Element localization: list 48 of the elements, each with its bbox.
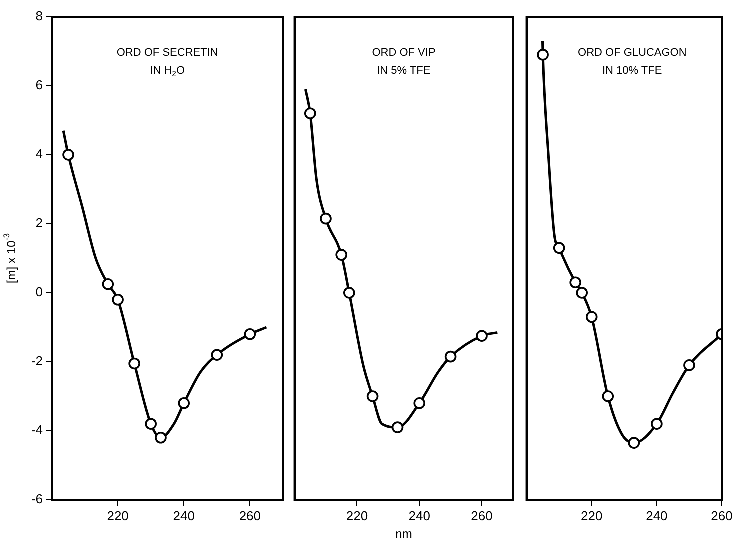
y-axis-title: [m] x 10-3	[2, 233, 18, 284]
point	[586, 311, 598, 324]
x-tick-label: 220	[581, 508, 603, 524]
x-tick-label: 240	[408, 508, 430, 524]
point	[444, 350, 457, 363]
y-tick-label: -6	[31, 492, 43, 507]
annotation: ORD OF VIP IN 5% TFE	[372, 47, 436, 78]
point	[414, 398, 426, 410]
point	[602, 390, 614, 402]
y-tick-label: 4	[36, 146, 43, 162]
point	[570, 276, 582, 289]
point	[155, 432, 167, 444]
point	[344, 287, 356, 299]
point	[684, 360, 696, 372]
point	[320, 212, 332, 225]
point	[553, 242, 566, 254]
point	[128, 358, 140, 370]
point	[211, 349, 224, 361]
point	[145, 418, 157, 430]
y-tick-label: 0	[36, 284, 43, 300]
x-tick-label: 220	[107, 508, 129, 524]
x-tick-label: 240	[173, 508, 195, 524]
y-tick-label: 8	[36, 8, 43, 24]
x-tick-label: 260	[239, 508, 262, 524]
point	[102, 278, 114, 290]
y-tick-label: 6	[36, 78, 43, 93]
x-tick-label: 240	[646, 508, 668, 524]
point	[62, 149, 74, 161]
point	[392, 422, 404, 434]
x-tick-label: 220	[346, 508, 368, 524]
y-tick-label: 2	[36, 216, 43, 231]
y-tick-label: -2	[31, 354, 43, 369]
point	[178, 398, 190, 410]
point	[651, 418, 663, 430]
point	[244, 328, 256, 340]
x-axis-title: nm	[396, 527, 412, 542]
point	[304, 108, 316, 120]
y-tick-label: -4	[31, 422, 43, 438]
annotation: ORD OF GLUCAGON IN 10% TFE	[578, 47, 687, 78]
point	[576, 287, 588, 299]
point	[112, 294, 124, 306]
point	[537, 49, 549, 61]
x-tick-label: 260	[471, 508, 493, 524]
point	[628, 437, 640, 449]
point	[336, 249, 348, 261]
point	[366, 390, 379, 402]
point	[476, 330, 488, 342]
x-tick-label: 260	[711, 508, 733, 524]
